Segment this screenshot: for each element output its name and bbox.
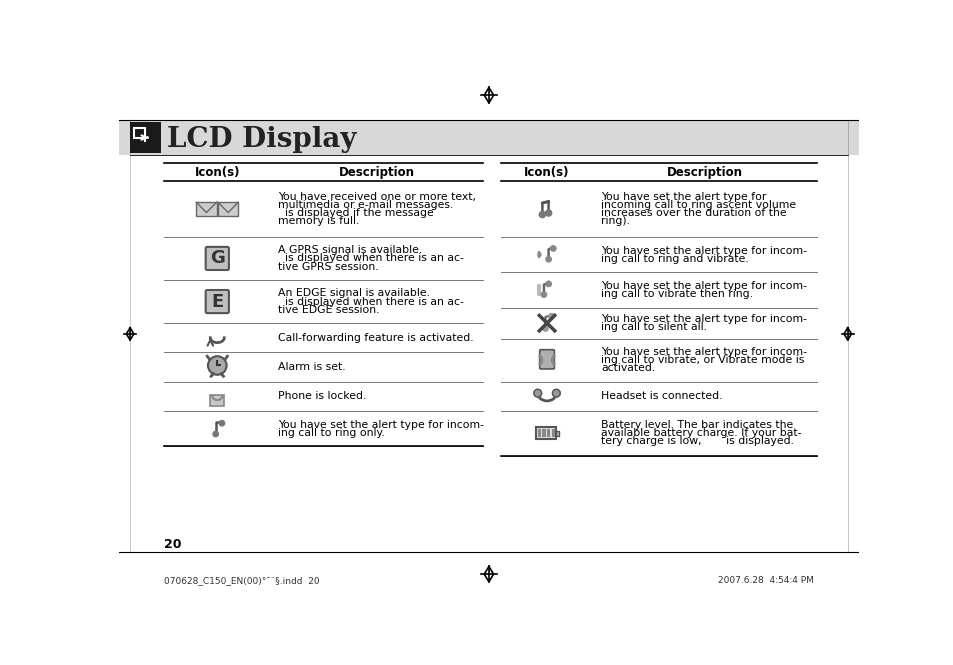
Circle shape bbox=[540, 292, 546, 297]
Circle shape bbox=[550, 246, 556, 251]
Circle shape bbox=[534, 389, 541, 397]
Text: ing call to ring and vibrate.: ing call to ring and vibrate. bbox=[600, 253, 748, 263]
Text: incoming call to ring ascent volume: incoming call to ring ascent volume bbox=[600, 200, 796, 210]
Text: tery charge is low,       is displayed.: tery charge is low, is displayed. bbox=[600, 436, 794, 446]
Bar bbox=[542, 430, 545, 437]
Text: You have set the alert type for incom-: You have set the alert type for incom- bbox=[278, 420, 483, 430]
Text: is displayed when there is an ac-: is displayed when there is an ac- bbox=[278, 253, 463, 263]
Text: Description: Description bbox=[338, 166, 415, 179]
Bar bbox=[536, 427, 556, 440]
Text: Description: Description bbox=[666, 166, 742, 179]
Circle shape bbox=[552, 389, 559, 397]
Text: Alarm is set.: Alarm is set. bbox=[278, 362, 345, 372]
Text: multimedia or e-mail messages.: multimedia or e-mail messages. bbox=[278, 200, 453, 210]
Bar bbox=[133, 128, 145, 138]
Text: You have received one or more text,: You have received one or more text, bbox=[278, 192, 476, 202]
Circle shape bbox=[545, 210, 551, 216]
Text: You have set the alert type for incom-: You have set the alert type for incom- bbox=[600, 281, 806, 291]
Bar bbox=[130, 122, 161, 153]
Circle shape bbox=[219, 420, 224, 426]
Text: ing call to silent all.: ing call to silent all. bbox=[600, 322, 706, 332]
FancyBboxPatch shape bbox=[206, 247, 229, 270]
Circle shape bbox=[545, 257, 551, 262]
Bar bbox=[119, 120, 858, 155]
Text: 070628_C150_EN(00)°¯¨§.indd  20: 070628_C150_EN(00)°¯¨§.indd 20 bbox=[164, 576, 319, 585]
Text: LCD Display: LCD Display bbox=[167, 126, 356, 154]
Text: An EDGE signal is available.: An EDGE signal is available. bbox=[278, 289, 430, 299]
Text: ing call to vibrate then ring.: ing call to vibrate then ring. bbox=[600, 289, 753, 299]
Text: You have set the alert type for incom-: You have set the alert type for incom- bbox=[600, 245, 806, 255]
Text: tive EDGE session.: tive EDGE session. bbox=[278, 305, 379, 315]
Text: memory is full.: memory is full. bbox=[278, 216, 359, 226]
Text: activated.: activated. bbox=[600, 363, 655, 373]
Circle shape bbox=[208, 356, 227, 374]
Text: 2007.6.28  4:54:4 PM: 2007.6.28 4:54:4 PM bbox=[717, 576, 813, 585]
Text: E: E bbox=[211, 293, 223, 311]
Text: tive GPRS session.: tive GPRS session. bbox=[278, 261, 378, 271]
Bar bbox=[551, 430, 555, 437]
Text: A GPRS signal is available.: A GPRS signal is available. bbox=[278, 245, 422, 255]
Text: G: G bbox=[210, 249, 225, 267]
Text: is displayed if the message: is displayed if the message bbox=[278, 208, 434, 218]
Circle shape bbox=[542, 326, 548, 331]
Text: 20: 20 bbox=[164, 537, 181, 551]
Text: is displayed when there is an ac-: is displayed when there is an ac- bbox=[278, 297, 463, 307]
Bar bbox=[537, 430, 540, 437]
Text: You have set the alert type for incom-: You have set the alert type for incom- bbox=[600, 347, 806, 357]
Text: ing call to ring only.: ing call to ring only. bbox=[278, 428, 384, 438]
Text: Headset is connected.: Headset is connected. bbox=[600, 391, 722, 401]
Text: ring).: ring). bbox=[600, 216, 630, 226]
Text: Icon(s): Icon(s) bbox=[194, 166, 240, 179]
Text: Icon(s): Icon(s) bbox=[524, 166, 569, 179]
Bar bbox=[546, 430, 550, 437]
Text: increases over the duration of the: increases over the duration of the bbox=[600, 208, 786, 218]
FancyBboxPatch shape bbox=[539, 350, 554, 369]
Bar bbox=[218, 202, 238, 216]
Text: You have set the alert type for incom-: You have set the alert type for incom- bbox=[600, 314, 806, 324]
Text: ing call to vibrate, or Vibrate mode is: ing call to vibrate, or Vibrate mode is bbox=[600, 355, 803, 365]
Circle shape bbox=[548, 313, 554, 319]
Text: You have set the alert type for: You have set the alert type for bbox=[600, 192, 766, 202]
FancyBboxPatch shape bbox=[206, 290, 229, 313]
Text: Phone is locked.: Phone is locked. bbox=[278, 391, 366, 401]
Text: Call-forwarding feature is activated.: Call-forwarding feature is activated. bbox=[278, 332, 474, 342]
Bar bbox=[210, 395, 224, 406]
Circle shape bbox=[213, 432, 218, 437]
Text: Battery level. The bar indicates the: Battery level. The bar indicates the bbox=[600, 420, 793, 430]
Bar bbox=[196, 202, 216, 216]
Bar bbox=[556, 431, 558, 436]
Circle shape bbox=[545, 281, 551, 287]
Text: available battery charge. If your bat-: available battery charge. If your bat- bbox=[600, 428, 801, 438]
Circle shape bbox=[538, 211, 545, 217]
